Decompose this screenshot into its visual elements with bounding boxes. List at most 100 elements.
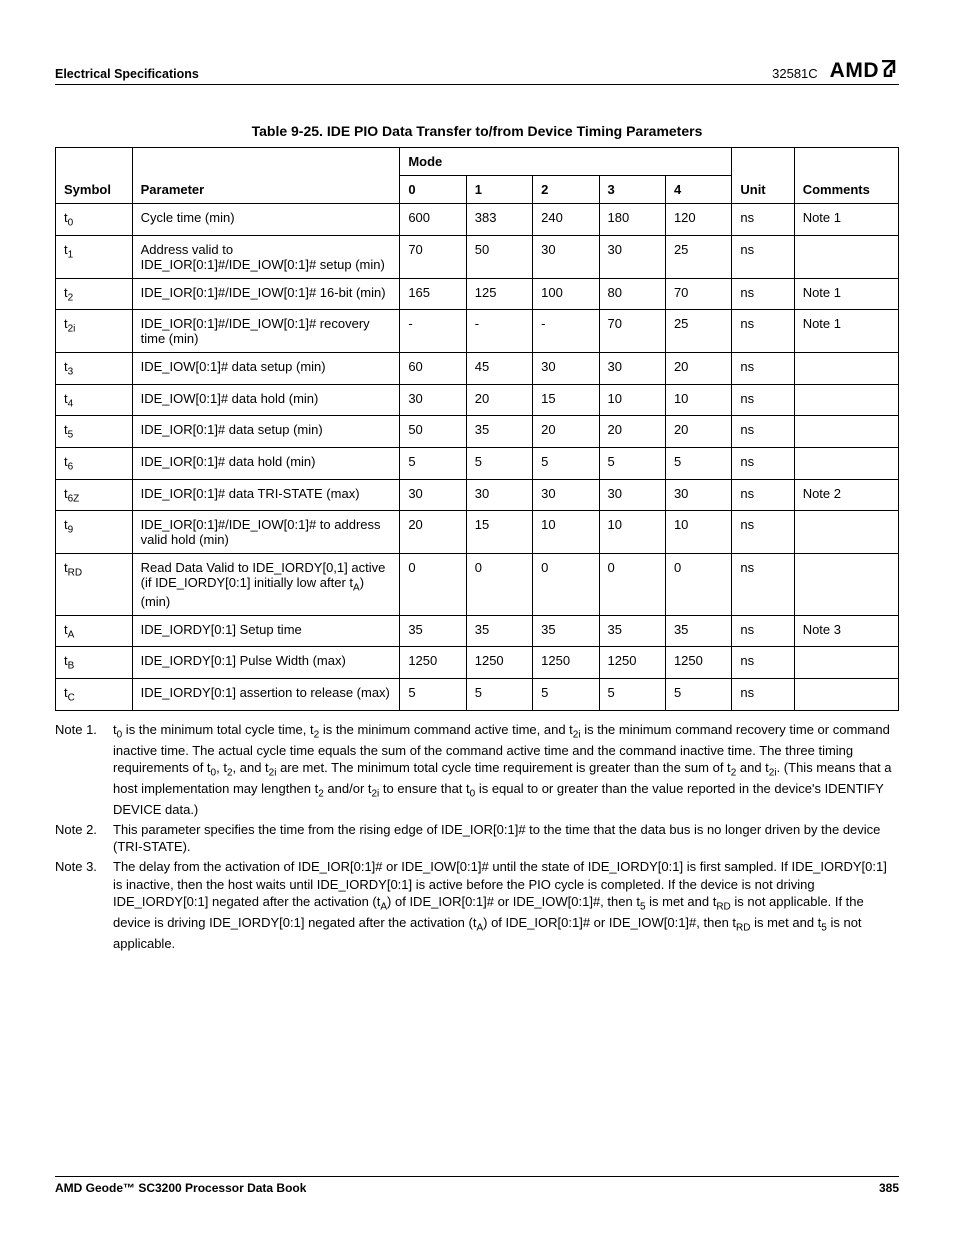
cell-value: 70 xyxy=(400,235,466,278)
cell-value: 5 xyxy=(665,678,731,710)
cell-parameter: IDE_IORDY[0:1] assertion to release (max… xyxy=(132,678,400,710)
cell-value: 5 xyxy=(533,678,599,710)
cell-parameter: IDE_IOR[0:1]#/IDE_IOW[0:1]# 16-bit (min) xyxy=(132,278,400,310)
table-row: t3IDE_IOW[0:1]# data setup (min)60453030… xyxy=(56,353,899,385)
cell-value: 45 xyxy=(466,353,532,385)
cell-value: 20 xyxy=(665,416,731,448)
cell-symbol: t9 xyxy=(56,511,133,554)
col-mode-2: 2 xyxy=(533,176,599,204)
cell-symbol: t6 xyxy=(56,447,133,479)
cell-value: 70 xyxy=(599,310,665,353)
table-row: tCIDE_IORDY[0:1] assertion to release (m… xyxy=(56,678,899,710)
amd-arrow-icon xyxy=(881,60,899,81)
cell-unit: ns xyxy=(732,615,794,647)
cell-symbol: t2 xyxy=(56,278,133,310)
cell-unit: ns xyxy=(732,416,794,448)
cell-value: 30 xyxy=(400,479,466,511)
cell-value: - xyxy=(533,310,599,353)
table-row: tRDRead Data Valid to IDE_IORDY[0,1] act… xyxy=(56,554,899,616)
cell-unit: ns xyxy=(732,204,794,236)
cell-symbol: t2i xyxy=(56,310,133,353)
cell-comment xyxy=(794,416,898,448)
cell-symbol: tC xyxy=(56,678,133,710)
cell-comment xyxy=(794,678,898,710)
header-docnum: 32581C xyxy=(772,66,818,81)
cell-symbol: tRD xyxy=(56,554,133,616)
notes-section: Note 1.t0 is the minimum total cycle tim… xyxy=(55,721,899,953)
cell-value: 30 xyxy=(533,479,599,511)
table-row: tAIDE_IORDY[0:1] Setup time3535353535nsN… xyxy=(56,615,899,647)
col-mode-4: 4 xyxy=(665,176,731,204)
cell-value: 1250 xyxy=(533,647,599,679)
cell-symbol: t1 xyxy=(56,235,133,278)
cell-comment: Note 2 xyxy=(794,479,898,511)
footer-right: 385 xyxy=(879,1181,899,1195)
note-row: Note 2.This parameter specifies the time… xyxy=(55,821,899,856)
footer-left: AMD Geode™ SC3200 Processor Data Book xyxy=(55,1181,306,1195)
amd-logo: AMD xyxy=(830,60,899,81)
cell-value: 5 xyxy=(599,447,665,479)
cell-value: 5 xyxy=(466,678,532,710)
cell-value: 0 xyxy=(599,554,665,616)
cell-symbol: t3 xyxy=(56,353,133,385)
cell-unit: ns xyxy=(732,647,794,679)
page-header: Electrical Specifications 32581C AMD xyxy=(55,60,899,85)
cell-value: 30 xyxy=(599,235,665,278)
cell-value: 1250 xyxy=(466,647,532,679)
cell-comment xyxy=(794,353,898,385)
cell-comment xyxy=(794,554,898,616)
cell-comment xyxy=(794,235,898,278)
cell-value: 165 xyxy=(400,278,466,310)
note-text: The delay from the activation of IDE_IOR… xyxy=(113,858,899,953)
cell-value: 30 xyxy=(533,235,599,278)
timing-parameters-table: Symbol Parameter Mode Unit Comments 0 1 … xyxy=(55,147,899,711)
cell-symbol: tA xyxy=(56,615,133,647)
cell-comment: Note 1 xyxy=(794,278,898,310)
col-mode-3: 3 xyxy=(599,176,665,204)
cell-value: 0 xyxy=(400,554,466,616)
cell-value: 10 xyxy=(665,511,731,554)
cell-value: 25 xyxy=(665,310,731,353)
cell-value: 20 xyxy=(599,416,665,448)
cell-parameter: IDE_IORDY[0:1] Setup time xyxy=(132,615,400,647)
cell-parameter: Address valid to IDE_IOR[0:1]#/IDE_IOW[0… xyxy=(132,235,400,278)
cell-parameter: IDE_IOR[0:1]# data hold (min) xyxy=(132,447,400,479)
cell-unit: ns xyxy=(732,235,794,278)
cell-parameter: IDE_IORDY[0:1] Pulse Width (max) xyxy=(132,647,400,679)
note-row: Note 3.The delay from the activation of … xyxy=(55,858,899,953)
cell-value: 30 xyxy=(400,384,466,416)
cell-parameter: IDE_IOR[0:1]#/IDE_IOW[0:1]# recovery tim… xyxy=(132,310,400,353)
cell-comment: Note 1 xyxy=(794,204,898,236)
note-label: Note 1. xyxy=(55,721,113,819)
cell-value: 35 xyxy=(599,615,665,647)
cell-value: 0 xyxy=(665,554,731,616)
cell-value: 10 xyxy=(599,511,665,554)
cell-parameter: IDE_IOR[0:1]# data TRI-STATE (max) xyxy=(132,479,400,511)
cell-value: 100 xyxy=(533,278,599,310)
header-section: Electrical Specifications xyxy=(55,67,199,81)
cell-symbol: t5 xyxy=(56,416,133,448)
cell-value: 20 xyxy=(466,384,532,416)
table-row: t2iIDE_IOR[0:1]#/IDE_IOW[0:1]# recovery … xyxy=(56,310,899,353)
col-parameter: Parameter xyxy=(132,148,400,204)
cell-parameter: Cycle time (min) xyxy=(132,204,400,236)
cell-value: 20 xyxy=(533,416,599,448)
col-unit: Unit xyxy=(732,148,794,204)
cell-value: 60 xyxy=(400,353,466,385)
cell-value: 30 xyxy=(599,353,665,385)
cell-value: 5 xyxy=(599,678,665,710)
cell-unit: ns xyxy=(732,384,794,416)
col-symbol: Symbol xyxy=(56,148,133,204)
cell-symbol: t6Z xyxy=(56,479,133,511)
cell-unit: ns xyxy=(732,511,794,554)
cell-value: 70 xyxy=(665,278,731,310)
table-row: t9IDE_IOR[0:1]#/IDE_IOW[0:1]# to address… xyxy=(56,511,899,554)
cell-comment xyxy=(794,647,898,679)
cell-value: 35 xyxy=(665,615,731,647)
cell-comment xyxy=(794,447,898,479)
cell-comment: Note 3 xyxy=(794,615,898,647)
cell-value: 20 xyxy=(400,511,466,554)
cell-value: 1250 xyxy=(400,647,466,679)
note-text: t0 is the minimum total cycle time, t2 i… xyxy=(113,721,899,819)
col-mode-group: Mode xyxy=(400,148,732,176)
